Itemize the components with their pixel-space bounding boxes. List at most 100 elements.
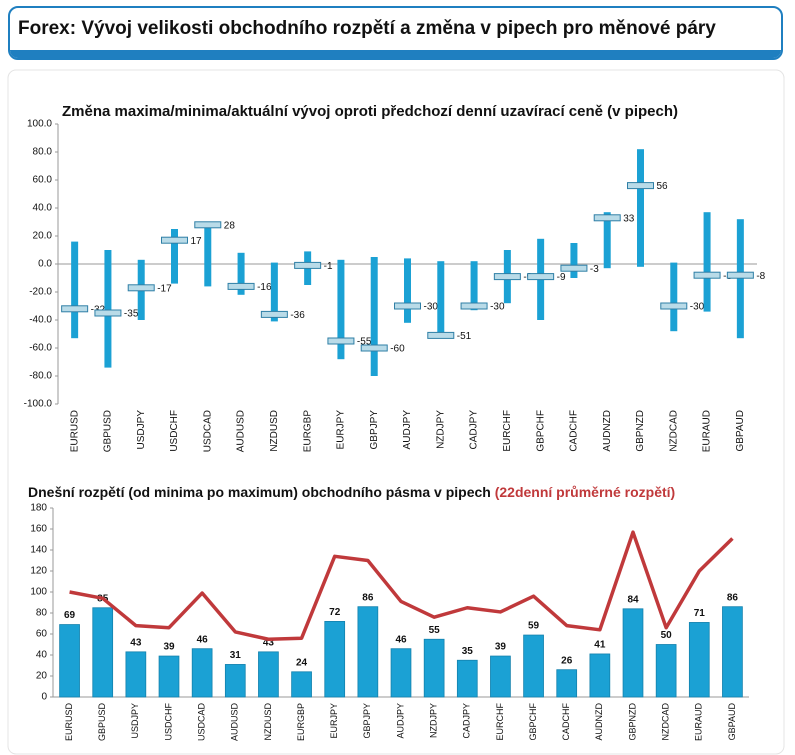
current-marker [227,282,255,290]
bar [191,648,213,698]
y-tick-label: 20 [36,671,48,682]
value-label: 71 [694,608,706,619]
value-label: -60 [390,344,405,355]
x-tick-label: EURAUD [702,410,713,452]
range-bar [104,250,112,368]
x-tick-label: GBPCHF [535,410,546,452]
range-bar [703,212,711,312]
value-label: 59 [528,621,540,632]
y-tick-label: -80.0 [29,371,52,382]
value-label: 33 [623,213,635,224]
bar [59,624,80,698]
value-label: 46 [197,634,209,645]
value-label: -8 [756,271,765,282]
value-label: 86 [727,592,739,603]
y-tick-label: 40.0 [33,203,53,214]
current-marker [360,344,388,352]
current-marker [493,273,521,281]
y-tick-label: 80 [36,608,48,619]
x-tick-label: AUDUSD [236,410,247,452]
x-tick-label: CADJPY [469,410,480,450]
value-label: -1 [324,261,333,272]
current-marker [394,302,421,310]
bar [291,671,312,698]
x-tick-label: GBPUSD [97,703,107,742]
value-label: 50 [661,630,673,641]
current-marker [260,310,288,318]
bar [125,651,147,698]
range-bar [270,262,278,322]
value-label: -3 [590,264,599,275]
x-tick-label: EURGBP [302,410,313,453]
current-marker [693,271,721,279]
x-tick-label: NZDCAD [661,703,671,741]
bar [556,669,578,698]
value-label: 69 [64,610,76,621]
x-tick-label: USDJPY [130,703,140,739]
x-tick-label: AUDJPY [395,703,405,739]
range-bar [337,259,345,360]
y-tick-label: 20.0 [33,231,53,242]
current-marker [593,214,621,222]
value-label: 86 [362,592,374,603]
x-tick-label: CADCHF [569,410,580,452]
value-label: 26 [561,655,573,666]
y-tick-label: 140 [30,545,47,556]
range-bar [71,241,79,339]
y-tick-label: 80.0 [33,147,53,158]
bar [589,653,611,698]
value-label: -55 [357,337,372,348]
value-label: 39 [495,642,507,653]
y-tick-label: 100 [30,587,47,598]
value-label: 43 [130,637,142,648]
x-tick-label: USDJPY [136,410,147,450]
y-tick-label: -40.0 [29,315,52,326]
title-highlight: (22denní průměrné rozpětí) [495,484,675,500]
x-tick-label: AUDNZD [594,703,604,741]
bar [357,606,379,698]
y-tick-label: 180 [30,503,47,514]
range-bar [204,222,212,287]
x-tick-label: GBPAUD [735,410,746,452]
panel [7,69,785,755]
value-label: -30 [690,302,705,313]
current-marker [460,302,488,310]
bar [456,659,478,698]
value-label: 39 [163,642,175,653]
x-tick-label: EURUSD [69,410,80,452]
x-tick-label: GBPJPY [369,410,380,450]
value-label: 72 [329,607,341,618]
value-label: 31 [230,650,242,661]
value-label: 28 [224,220,236,231]
current-marker [660,302,688,310]
value-label: -30 [490,302,505,313]
x-tick-label: USDCHF [169,410,180,452]
y-tick-label: 100.0 [27,119,52,130]
value-label: -36 [290,310,305,321]
bar [158,655,180,698]
x-tick-label: AUDJPY [402,410,413,450]
bar [722,606,743,698]
bar [622,608,644,698]
value-label: -9 [557,272,566,283]
current-marker [726,271,754,279]
bar [324,621,346,698]
y-tick-label: 120 [30,566,47,577]
value-label: -51 [457,331,472,342]
x-tick-label: GBPNZD [635,410,646,452]
value-label: 46 [395,634,407,645]
value-label: -16 [257,282,272,293]
x-tick-label: NZDUSD [269,410,280,452]
x-tick-label: AUDNZD [602,410,613,452]
value-label: 55 [429,625,441,636]
x-tick-label: EURGBP [296,703,306,741]
x-tick-label: EURJPY [336,410,347,450]
range-bar [670,262,678,332]
range-bar [437,261,445,339]
current-marker [94,309,122,317]
value-label: 43 [263,637,275,648]
bar [490,655,511,698]
line [69,530,734,641]
title-main: Dnešní rozpětí (od minima po maximum) ob… [28,484,491,500]
